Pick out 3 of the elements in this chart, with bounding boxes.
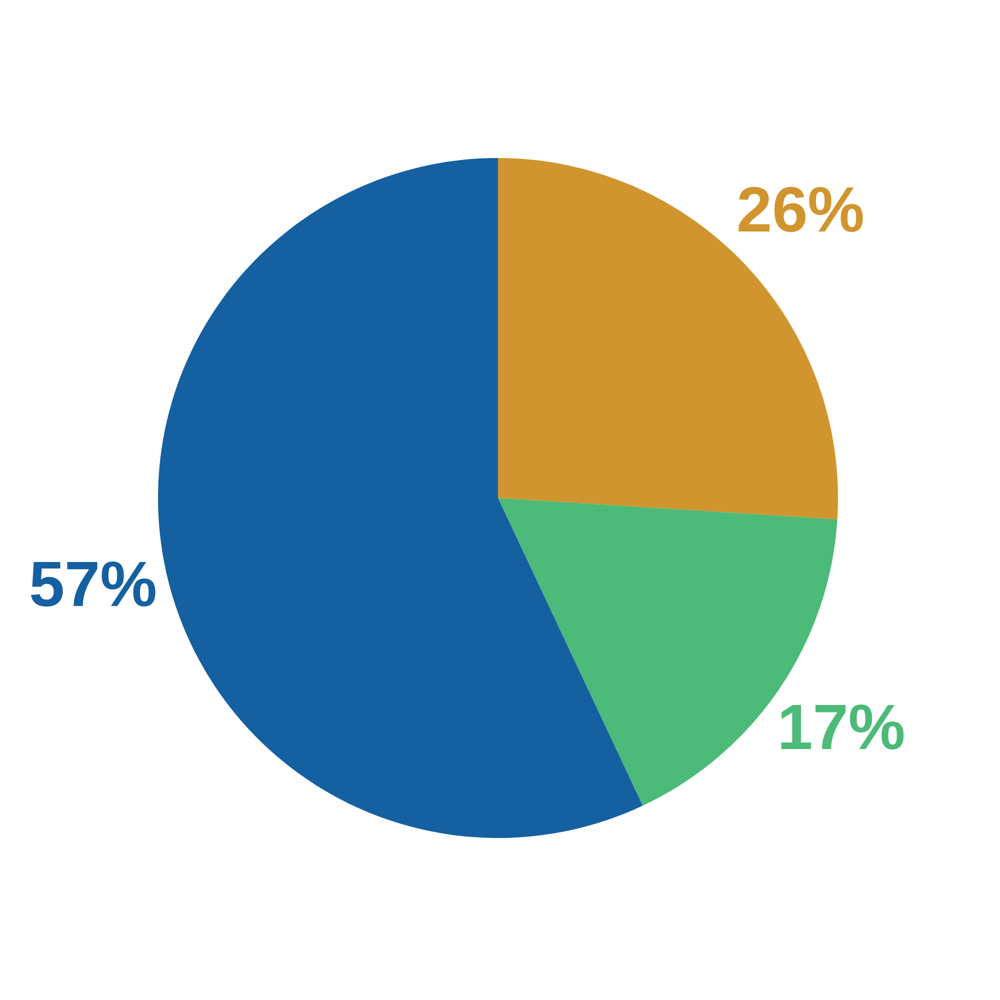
data-label: 26%	[736, 174, 865, 246]
data-label: 57%	[28, 548, 158, 620]
data-label: 17%	[777, 690, 906, 763]
